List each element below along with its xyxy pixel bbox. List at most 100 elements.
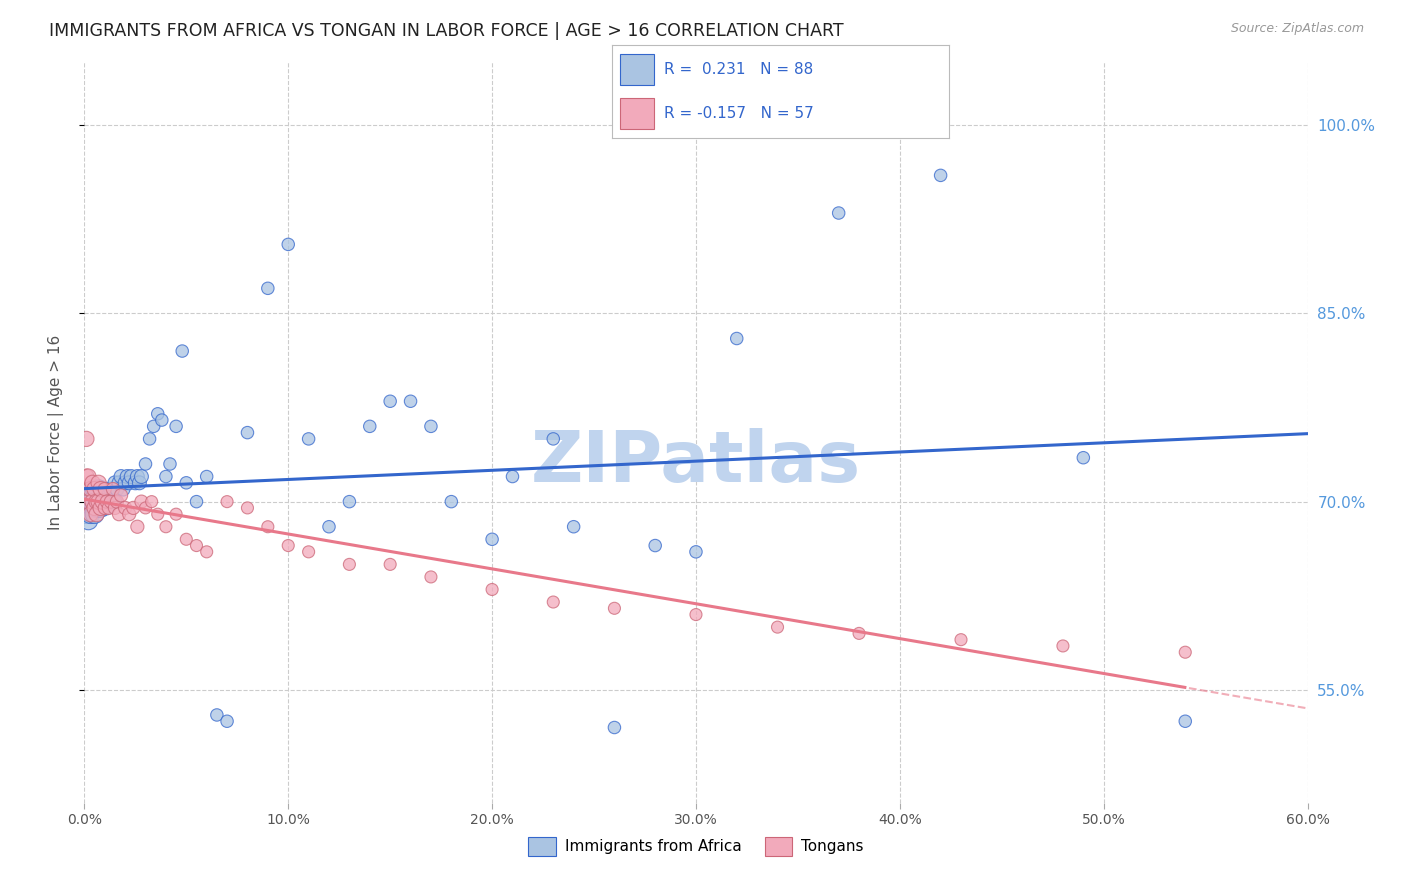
Point [108,475,131,490]
Point [685,607,707,622]
Point [138,432,160,446]
Point [115,469,138,483]
Point [1174,714,1197,729]
Point [929,169,952,183]
Point [91,488,114,502]
Point [91,494,114,508]
Point [96,494,118,508]
Point [848,626,870,640]
Point [79,507,101,521]
Point [725,331,748,345]
Point [186,494,208,508]
Point [82,488,104,502]
Point [75,507,97,521]
Point [359,419,381,434]
Point [118,475,141,490]
Point [79,494,101,508]
Point [77,494,100,508]
Point [159,457,181,471]
Point [150,413,173,427]
Text: ZIPatlas: ZIPatlas [531,428,860,497]
Point [96,500,118,515]
Point [236,425,259,440]
Point [543,595,565,609]
Point [146,407,169,421]
Point [165,419,187,434]
Point [950,632,973,647]
Point [481,533,503,547]
Point [79,482,101,496]
Point [110,469,132,483]
Point [217,494,239,508]
Point [122,500,145,515]
Point [77,488,100,502]
Point [104,500,127,515]
Point [135,500,157,515]
Point [420,570,443,584]
Y-axis label: In Labor Force | Age > 16: In Labor Force | Age > 16 [48,335,63,530]
Point [217,714,239,729]
Point [93,494,115,508]
Point [127,469,149,483]
Point [93,482,115,496]
Point [543,432,565,446]
Point [97,500,120,515]
Text: R = -0.157   N = 57: R = -0.157 N = 57 [664,106,814,121]
Point [155,520,177,534]
Point [93,500,115,515]
Point [131,469,153,483]
Point [75,432,97,446]
Point [127,520,149,534]
Point [87,494,110,508]
Point [277,539,299,553]
Point [104,494,127,508]
Point [114,500,136,515]
Point [1052,639,1074,653]
Point [86,494,108,508]
Point [90,500,112,515]
Point [77,469,100,483]
Point [83,494,105,508]
Point [481,582,503,597]
Point [105,494,128,508]
Point [93,500,115,515]
Point [100,494,122,508]
Point [86,500,108,515]
Point [195,545,218,559]
Point [339,494,361,508]
Point [82,494,104,508]
Point [440,494,463,508]
Point [644,539,666,553]
Point [87,500,110,515]
Point [97,494,120,508]
Point [174,475,197,490]
Point [298,432,321,446]
Point [174,533,197,547]
Point [502,469,524,483]
Point [75,469,97,483]
Point [83,500,105,515]
Point [236,500,259,515]
Point [101,488,124,502]
Point [100,482,122,496]
Point [257,281,280,295]
Point [77,500,100,515]
Point [112,482,135,496]
Point [87,494,110,508]
Point [83,507,105,521]
Point [155,469,177,483]
Point [83,482,105,496]
Point [380,394,402,409]
Point [257,520,280,534]
Point [195,469,218,483]
Point [83,482,105,496]
Point [77,513,100,527]
Point [142,419,165,434]
Point [87,482,110,496]
Point [603,721,626,735]
Point [86,507,108,521]
Point [146,507,169,521]
Point [165,507,187,521]
Point [828,206,851,220]
Point [104,475,127,490]
